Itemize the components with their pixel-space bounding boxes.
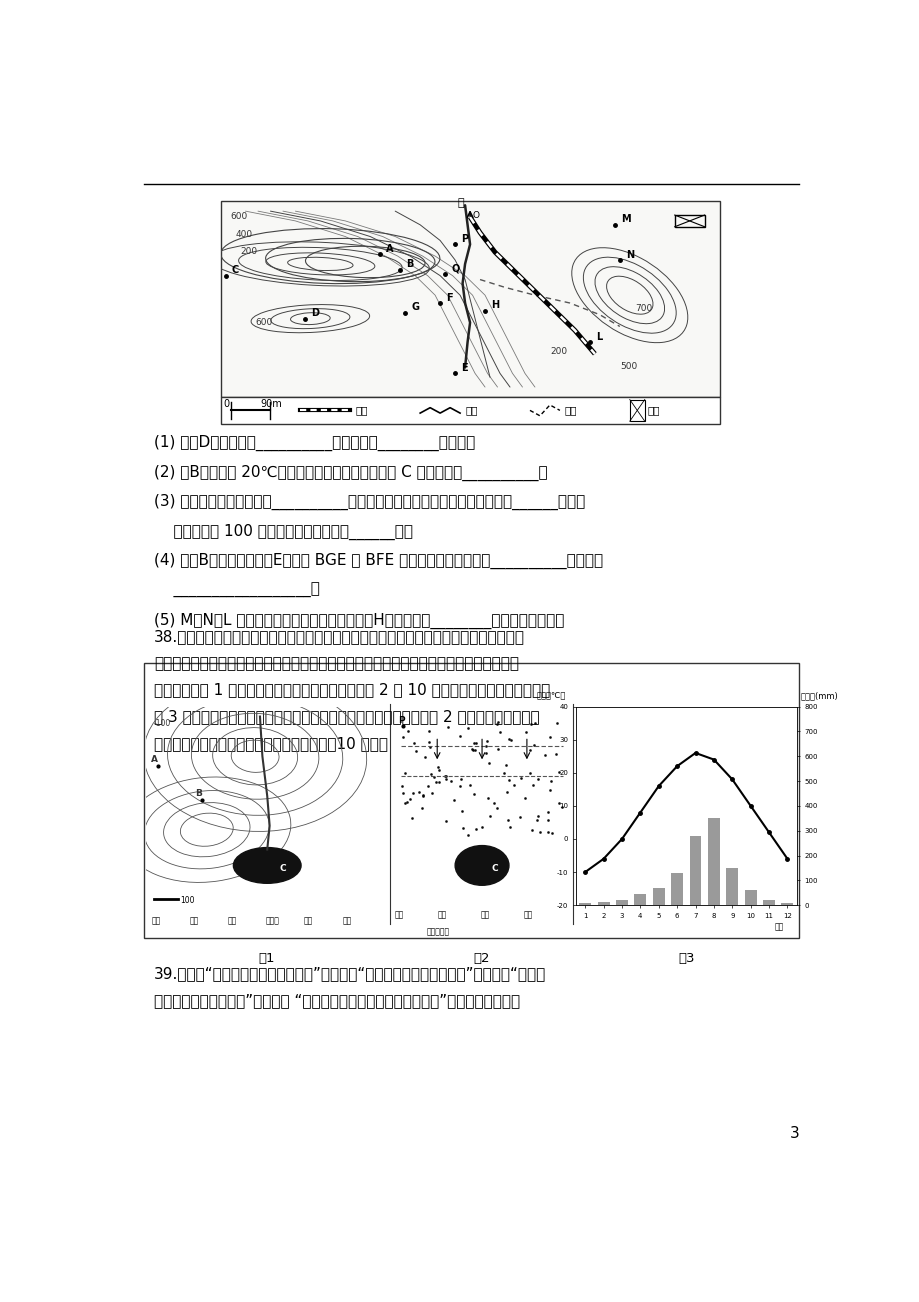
Bar [725, 868, 737, 905]
Text: (3) 该地区河流干流流向是__________，若在该地区修建一水库，则坑址应选在______处，若: (3) 该地区河流干流流向是__________，若在该地区修建一水库，则坑址应… [154, 493, 584, 510]
Bar [762, 900, 774, 905]
Text: 图3: 图3 [677, 952, 694, 965]
Text: 角洲地区的产业结构图”（丙）和 “珠江三三角洲工业总产值的变化图”，回答下列问题。: 角洲地区的产业结构图”（丙）和 “珠江三三角洲工业总产值的变化图”，回答下列问题… [154, 993, 520, 1008]
Text: 3: 3 [789, 1126, 799, 1141]
Bar [780, 904, 792, 905]
Bar [743, 891, 755, 905]
Text: (1) 图中D处的地形是__________，其海拔在________米以上。: (1) 图中D处的地形是__________，其海拔在________米以上。 [154, 435, 475, 452]
Text: 成一个不可分割的整体。随着人类活动的加剧，流域已成为区域人地关系十分敏感而复杂的: 成一个不可分割的整体。随着人类活动的加剧，流域已成为区域人地关系十分敏感而复杂的 [154, 656, 518, 671]
Text: 39.读我国“长江三角洲经济区示意图”（甲）、“珠江三角洲经济区示意图”（乙）、“珠江三: 39.读我国“长江三角洲经济区示意图”（甲）、“珠江三角洲经济区示意图”（乙）、… [154, 966, 546, 982]
Text: 图2: 图2 [472, 952, 489, 965]
Bar [143, 663, 799, 939]
Text: (4) 若介B处修一条公路到E地，则 BGE 与 BFE 两条线路中较合理的是__________，理由是: (4) 若介B处修一条公路到E地，则 BGE 与 BFE 两条线路中较合理的是_… [154, 553, 603, 569]
Bar [221, 202, 719, 397]
Text: 地理单元。图 1 是我国某时期某流域局部地形图，图 2 是 10 年后该地区土地利用状况图，: 地理单元。图 1 是我国某时期某流域局部地形图，图 2 是 10 年后该地区土地… [154, 682, 550, 698]
Text: 图1: 图1 [258, 952, 275, 965]
Text: 38.流域是一个相对独立的自然地理系统，它以水系为纽带，将系统内各自然地理要素连结: 38.流域是一个相对独立的自然地理系统，它以水系为纽带，将系统内各自然地理要素连… [154, 629, 525, 644]
Bar [634, 894, 646, 905]
Bar [707, 818, 719, 905]
Bar [652, 888, 664, 905]
Text: __________________。: __________________。 [154, 583, 320, 598]
Text: 两个现象并说明这些现象对湖泊造成的影响（10 分）。: 两个现象并说明这些现象对湖泊造成的影响（10 分）。 [154, 736, 388, 751]
Text: (5) M、N、L 三个地点中，能目测到鐵路上经过H处车辆的是________。绘图说明理由。: (5) M、N、L 三个地点中，能目测到鐵路上经过H处车辆的是________。… [154, 612, 564, 629]
Text: 坑的海拔为 100 米，则坑的长度大约是______米。: 坑的海拔为 100 米，则坑的长度大约是______米。 [154, 523, 413, 540]
Bar [221, 397, 719, 424]
Bar [671, 872, 683, 905]
Text: 图 3 是该地区的月平均气温变化曲线和降水量柱状图。读图后指出图 2 中土地利用不合理的: 图 3 是该地区的月平均气温变化曲线和降水量柱状图。读图后指出图 2 中土地利用… [154, 710, 539, 724]
Bar [616, 900, 628, 905]
Bar [579, 904, 591, 905]
Text: 降水量(mm): 降水量(mm) [800, 691, 838, 700]
Text: (2) 若B点气温是 20℃，根据气温垂直递减规律，则 C 点气温应是__________。: (2) 若B点气温是 20℃，根据气温垂直递减规律，则 C 点气温应是_____… [154, 465, 547, 480]
Bar [597, 902, 609, 905]
Bar [689, 836, 700, 905]
